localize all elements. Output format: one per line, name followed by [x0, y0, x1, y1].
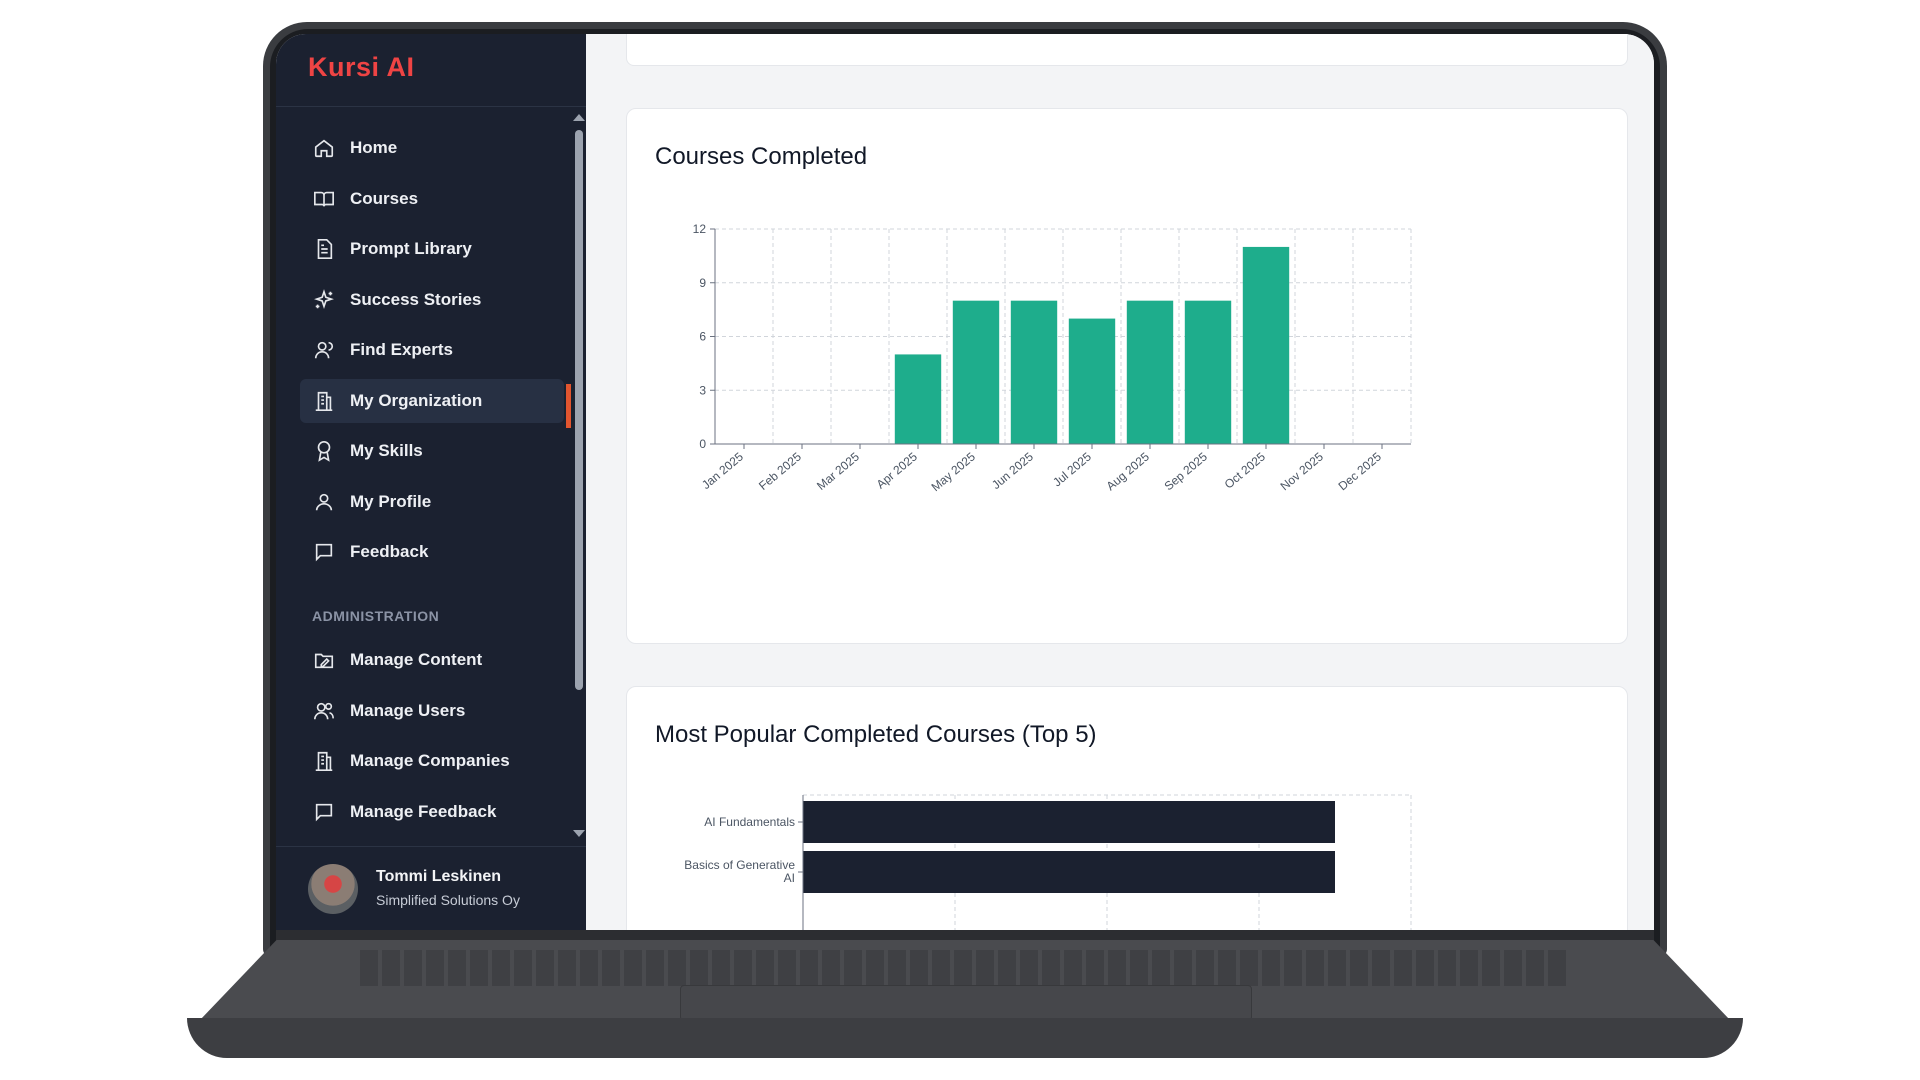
sidebar-item-my-organization[interactable]: My Organization — [300, 378, 564, 423]
section-label-administration: ADMINISTRATION — [312, 608, 440, 624]
sidebar-item-label: Manage Companies — [350, 751, 510, 770]
sidebar-item-manage-content[interactable]: Manage Content — [300, 638, 564, 682]
book-icon — [312, 187, 336, 211]
brand-logo[interactable]: Kursi AI — [308, 52, 415, 82]
bar — [1010, 300, 1058, 444]
y-tick-label: Basics of Generative — [684, 858, 795, 872]
chart-title: Most Popular Completed Courses (Top 5) — [655, 721, 1097, 748]
y-tick-label: 6 — [699, 330, 706, 344]
y-tick-label: 9 — [699, 276, 706, 290]
y-tick-label: 0 — [699, 437, 706, 451]
folder-edit-icon — [312, 648, 336, 672]
sidebar-item-home[interactable]: Home — [300, 126, 564, 170]
x-tick-label: Jul 2025 — [1050, 449, 1094, 489]
sparkles-icon — [312, 288, 336, 312]
bar — [1242, 246, 1290, 444]
x-tick-label: Apr 2025 — [874, 449, 921, 491]
y-tick-label: 3 — [699, 383, 706, 397]
sidebar-item-manage-users[interactable]: Manage Users — [300, 689, 564, 733]
courses-completed-card: Courses Completed 0 3 6 9 12 Jan 2025 Feb 2025… — [626, 108, 1628, 644]
user-name: Tommi Leskinen — [376, 868, 502, 885]
laptop-keys — [360, 950, 1570, 986]
sidebar-item-label: Success Stories — [350, 289, 482, 309]
x-tick-label: Aug 2025 — [1104, 449, 1153, 493]
popular-courses-card: Most Popular Completed Courses (Top 5) A… — [626, 686, 1628, 930]
x-tick-label: Mar 2025 — [814, 449, 862, 493]
bar — [952, 300, 1000, 444]
sidebar-item-my-profile[interactable]: My Profile — [300, 480, 564, 524]
sidebar-item-label: Home — [350, 138, 398, 157]
x-tick-label: Feb 2025 — [756, 449, 804, 493]
chart-title: Courses Completed — [655, 143, 868, 170]
laptop-touchpad — [680, 985, 1252, 1021]
bar — [1126, 300, 1174, 444]
x-tick-label: Jan 2025 — [699, 449, 746, 492]
active-indicator — [566, 384, 571, 428]
home-icon — [312, 136, 336, 160]
sidebar-item-label: Manage Feedback — [350, 801, 497, 821]
users-icon — [312, 699, 336, 723]
sidebar-item-label: Courses — [350, 188, 419, 208]
y-tick-label: AI — [784, 871, 795, 885]
sidebar-item-feedback[interactable]: Feedback — [300, 530, 564, 574]
avatar[interactable] — [308, 864, 358, 914]
bar — [803, 801, 1335, 843]
sidebar-item-manage-companies[interactable]: Manage Companies — [300, 739, 564, 783]
y-tick-label: AI Fundamentals — [704, 815, 795, 829]
divider — [276, 846, 586, 847]
sidebar-item-prompt-library[interactable]: Prompt Library — [300, 227, 564, 271]
scrollbar-thumb[interactable] — [575, 130, 583, 690]
award-icon — [312, 439, 336, 463]
document-icon — [312, 237, 336, 261]
main-content: Courses Completed 0 3 6 9 12 Jan 2025 Feb 2025… — [586, 34, 1654, 930]
sidebar-item-label: My Organization — [350, 390, 483, 410]
courses-completed-chart: 0 3 6 9 12 Jan 2025 Feb 2025 Mar 2025 Apr 2025 Ma… — [693, 222, 1412, 494]
sidebar-item-label: My Skills — [350, 441, 423, 460]
card — [626, 34, 1628, 66]
screen: Kursi AI Home Courses Prompt Library — [276, 34, 1654, 930]
sidebar-item-label: My Profile — [350, 491, 432, 511]
building-icon — [312, 389, 336, 413]
bar — [1068, 318, 1116, 444]
sidebar-item-label: Feedback — [350, 542, 429, 561]
sidebar-item-label: Prompt Library — [350, 239, 472, 258]
sidebar: Kursi AI Home Courses Prompt Library — [276, 34, 586, 930]
sidebar-item-success-stories[interactable]: Success Stories — [300, 278, 564, 322]
user-icon — [312, 490, 336, 514]
sidebar-item-courses[interactable]: Courses — [300, 177, 564, 221]
divider — [276, 106, 586, 107]
admin-nav: Manage Content Manage Users Manage Compa… — [300, 638, 564, 840]
bar — [894, 354, 942, 444]
sidebar-item-my-skills[interactable]: My Skills — [300, 429, 564, 473]
x-tick-label: Oct 2025 — [1222, 449, 1269, 491]
x-tick-label: May 2025 — [929, 449, 979, 494]
laptop-base-front — [187, 1018, 1743, 1058]
x-tick-label: Sep 2025 — [1162, 449, 1211, 493]
bar — [1184, 300, 1232, 444]
y-tick-label: 12 — [693, 222, 707, 236]
scroll-down-arrow-icon[interactable] — [573, 830, 585, 837]
user-search-icon — [312, 338, 336, 362]
building-icon — [312, 749, 336, 773]
bar — [803, 851, 1335, 893]
scroll-up-arrow-icon[interactable] — [573, 114, 585, 121]
x-tick-label: Jun 2025 — [989, 449, 1036, 492]
sidebar-item-label: Find Experts — [350, 340, 453, 359]
x-tick-label: Dec 2025 — [1336, 449, 1385, 493]
user-organization: Simplified Solutions Oy — [376, 892, 520, 908]
x-tick-label: Nov 2025 — [1278, 449, 1327, 493]
message-icon — [312, 540, 336, 564]
sidebar-item-label: Manage Users — [350, 700, 466, 720]
sidebar-item-find-experts[interactable]: Find Experts — [300, 328, 564, 372]
sidebar-item-label: Manage Content — [350, 650, 483, 669]
sidebar-nav: Home Courses Prompt Library Success Stor… — [300, 126, 564, 581]
sidebar-item-manage-feedback[interactable]: Manage Feedback — [300, 790, 564, 834]
laptop-hinge — [276, 930, 1654, 940]
message-icon — [312, 800, 336, 824]
